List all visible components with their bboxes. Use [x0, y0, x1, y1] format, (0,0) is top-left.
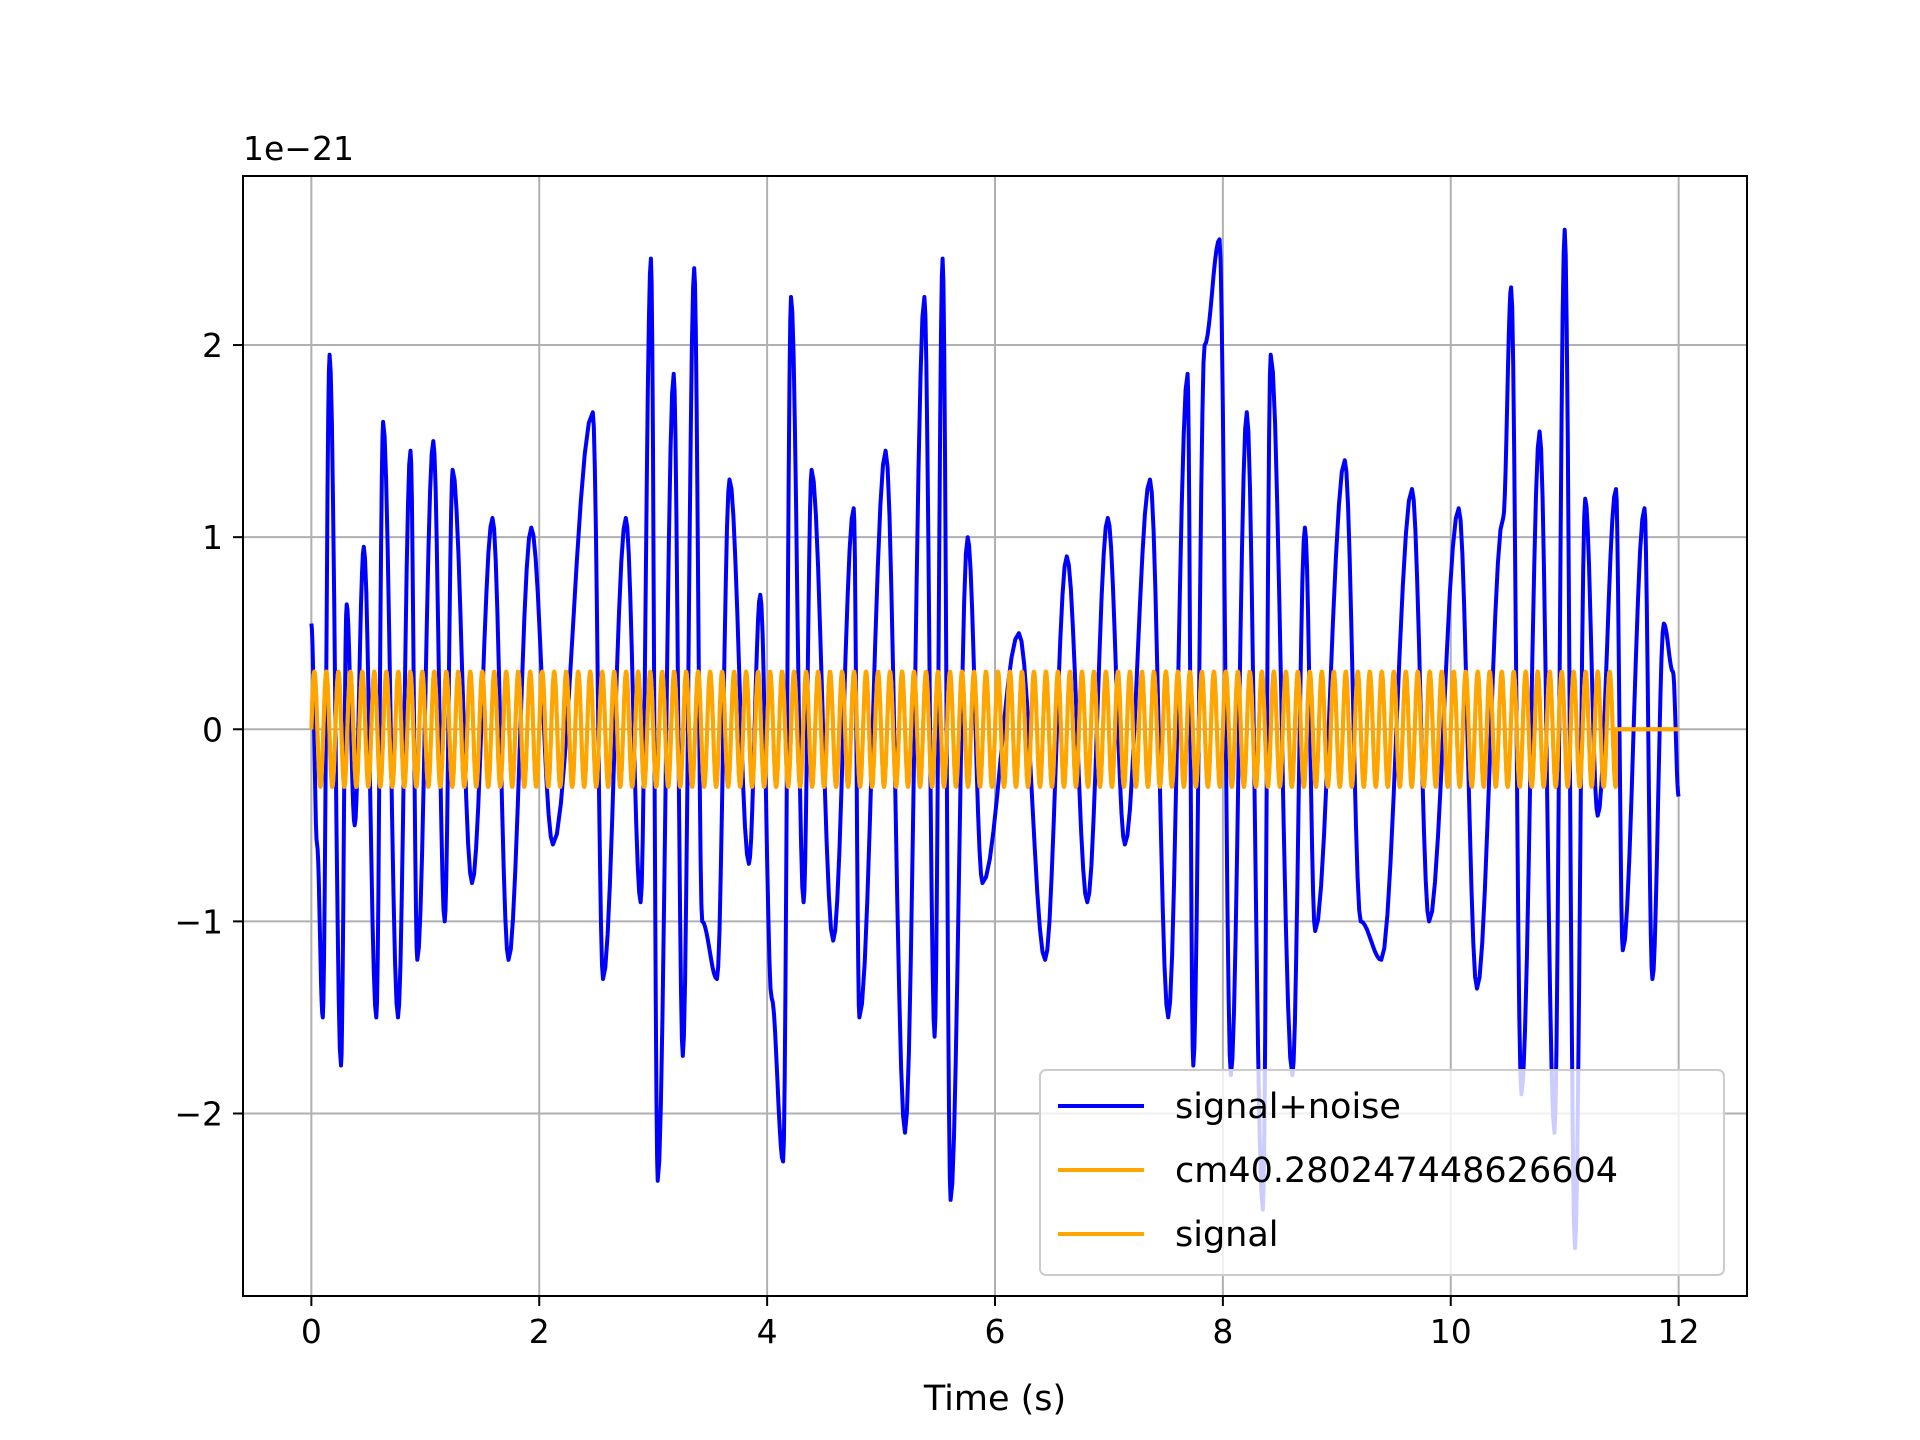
y-tick-label: 0 [202, 710, 223, 749]
y-tick-label: −1 [174, 902, 223, 941]
x-tick-label: 6 [985, 1312, 1006, 1351]
x-tick-label: 8 [1212, 1312, 1233, 1351]
legend: signal+noise cm40.280247448626604 signal [1039, 1069, 1725, 1276]
plot-lines [309, 227, 1681, 1250]
x-tick-label: 2 [529, 1312, 550, 1351]
x-axis-label: Time (s) [923, 1379, 1066, 1419]
legend-label: signal [1175, 1215, 1279, 1255]
y-tick-label: 1 [202, 518, 223, 557]
legend-box [1039, 1069, 1725, 1276]
y-offset-text: 1e−21 [243, 129, 354, 168]
legend-label: signal+noise [1175, 1087, 1401, 1127]
x-tick-label: 0 [301, 1312, 322, 1351]
legend-label: cm40.280247448626604 [1175, 1151, 1618, 1191]
x-tick-label: 12 [1658, 1312, 1700, 1351]
x-tick-label: 4 [757, 1312, 778, 1351]
y-tick-label: −2 [174, 1094, 223, 1133]
series-line-signal [309, 669, 1679, 789]
series-line-signal-noise [309, 227, 1681, 1250]
y-tick-label: 2 [202, 326, 223, 365]
x-tick-label: 10 [1430, 1312, 1472, 1351]
